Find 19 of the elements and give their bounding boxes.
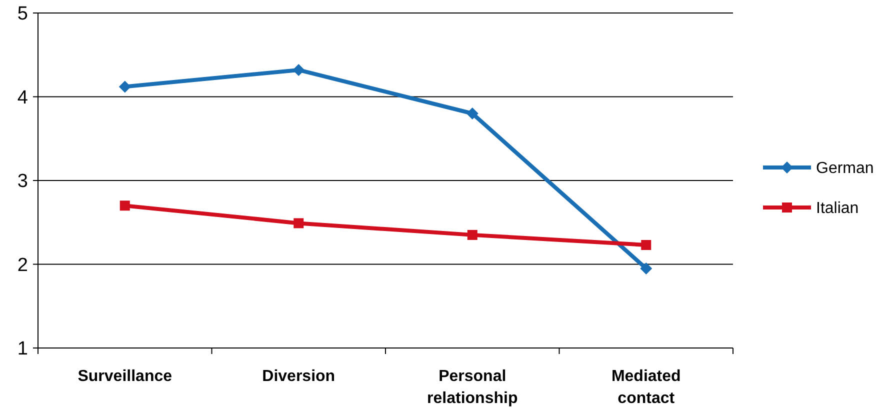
point [118, 80, 131, 93]
x-tick-label: Diversion [262, 368, 336, 385]
point [467, 230, 478, 240]
point [294, 218, 304, 228]
x-tick-label: Mediated contact [611, 368, 681, 407]
point [120, 200, 130, 211]
x-tick-label: Personal relationship [427, 368, 518, 407]
legend-label: Italian [816, 200, 859, 218]
y-tick-label: 1 [17, 338, 28, 360]
point [292, 64, 305, 76]
y-tick-label: 2 [17, 254, 28, 276]
legend-label: German [816, 160, 874, 178]
point [466, 108, 478, 120]
y-tick-label: 4 [17, 87, 28, 108]
y-tick-label: 3 [17, 171, 28, 192]
y-tick-label: 5 [17, 4, 28, 25]
point [640, 262, 652, 274]
point [641, 240, 652, 250]
x-tick-label: Surveillance [78, 368, 172, 385]
